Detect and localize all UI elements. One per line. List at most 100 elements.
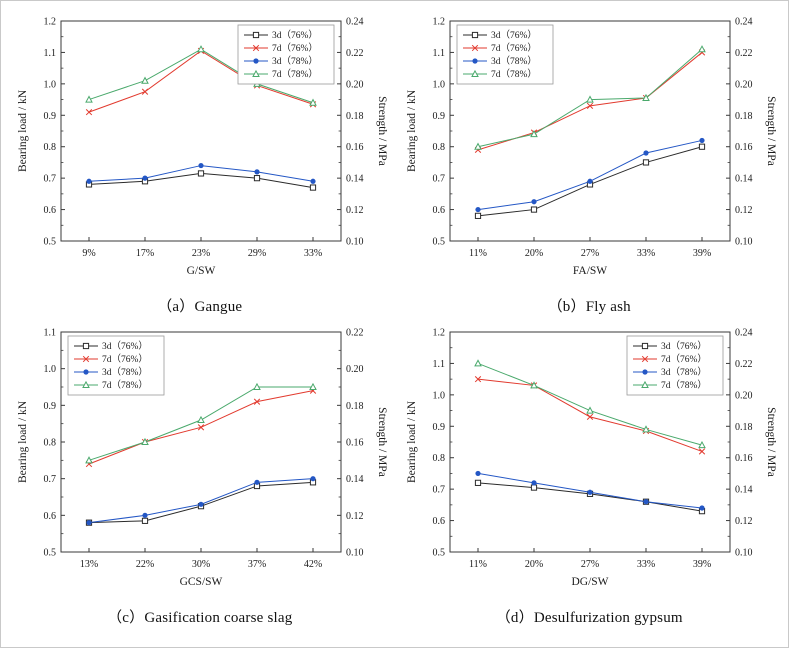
svg-text:3d（78%）: 3d（78%） <box>102 366 148 378</box>
svg-text:42%: 42% <box>304 559 322 570</box>
svg-text:0.14: 0.14 <box>346 474 364 485</box>
svg-text:33%: 33% <box>637 559 655 570</box>
svg-text:1.0: 1.0 <box>43 79 56 90</box>
chart-cell-a: 0.5 0.6 0.7 0.8 0.9 1.0 1.1 1.2 0.10 0.12 0.14 0.16… <box>13 11 387 316</box>
svg-text:1.2: 1.2 <box>43 17 56 28</box>
svg-text:0.8: 0.8 <box>43 142 56 153</box>
svg-text:29%: 29% <box>248 248 266 259</box>
svg-text:0.16: 0.16 <box>735 453 753 464</box>
svg-text:0.12: 0.12 <box>735 516 753 527</box>
svg-text:0.10: 0.10 <box>346 548 364 559</box>
svg-text:Strength / MPa: Strength / MPa <box>765 96 776 166</box>
svg-text:30%: 30% <box>192 559 210 570</box>
svg-text:0.20: 0.20 <box>735 390 753 401</box>
svg-text:0.5: 0.5 <box>433 548 446 559</box>
svg-text:23%: 23% <box>192 248 210 259</box>
svg-text:1.2: 1.2 <box>433 17 446 28</box>
svg-text:0.14: 0.14 <box>735 174 753 185</box>
svg-text:0.6: 0.6 <box>433 205 446 216</box>
chart-d-desulfurization-gypsum: 0.5 0.6 0.7 0.8 0.9 1.0 1.1 1.2 0.10 0.12 0.14 0.16… <box>406 328 776 589</box>
svg-text:0.14: 0.14 <box>735 485 753 496</box>
svg-text:0.10: 0.10 <box>346 237 364 248</box>
charts-grid: 0.5 0.6 0.7 0.8 0.9 1.0 1.1 1.2 0.10 0.12 0.14 0.16… <box>5 11 784 627</box>
svg-text:7d（76%）: 7d（76%） <box>491 42 537 54</box>
svg-text:0.5: 0.5 <box>43 548 56 559</box>
svg-text:Bearing load / kN: Bearing load / kN <box>406 89 418 172</box>
svg-text:0.12: 0.12 <box>735 205 753 216</box>
svg-text:11%: 11% <box>469 248 487 259</box>
svg-text:0.24: 0.24 <box>346 17 364 28</box>
svg-text:1.1: 1.1 <box>433 359 446 370</box>
svg-text:0.24: 0.24 <box>735 17 753 28</box>
svg-text:0.20: 0.20 <box>346 364 364 375</box>
svg-text:0.7: 0.7 <box>433 174 446 185</box>
svg-text:Bearing load / kN: Bearing load / kN <box>17 400 29 483</box>
svg-text:1.1: 1.1 <box>43 48 56 59</box>
svg-text:0.8: 0.8 <box>433 453 446 464</box>
svg-text:39%: 39% <box>693 559 711 570</box>
svg-text:7d（78%）: 7d（78%） <box>491 68 537 80</box>
svg-text:33%: 33% <box>304 248 322 259</box>
svg-text:9%: 9% <box>82 248 95 259</box>
svg-text:0.5: 0.5 <box>433 237 446 248</box>
svg-text:1.2: 1.2 <box>433 328 446 339</box>
svg-text:0.22: 0.22 <box>346 48 364 59</box>
svg-text:33%: 33% <box>637 248 655 259</box>
chart-b-caption: （b）Fly ash <box>547 299 631 315</box>
svg-text:7d（78%）: 7d（78%） <box>661 379 707 391</box>
svg-text:7d（78%）: 7d（78%） <box>272 68 318 80</box>
svg-text:0.14: 0.14 <box>346 174 364 185</box>
svg-text:0.18: 0.18 <box>346 401 364 412</box>
svg-text:27%: 27% <box>581 559 599 570</box>
svg-text:20%: 20% <box>525 248 543 259</box>
chart-cell-b: 0.5 0.6 0.7 0.8 0.9 1.0 1.1 1.2 0.10 0.12 0.14 0.16… <box>402 11 776 316</box>
chart-c-caption: （c）Gasification coarse slag <box>107 610 293 626</box>
svg-text:7d（76%）: 7d（76%） <box>661 353 707 365</box>
chart-d-caption: （d）Desulfurization gypsum <box>495 610 683 626</box>
svg-text:0.20: 0.20 <box>346 79 364 90</box>
svg-text:7d（76%）: 7d（76%） <box>272 42 318 54</box>
svg-text:0.6: 0.6 <box>43 511 56 522</box>
svg-text:0.7: 0.7 <box>43 474 56 485</box>
svg-text:0.9: 0.9 <box>43 401 56 412</box>
svg-text:0.6: 0.6 <box>43 205 56 216</box>
svg-text:Strength / MPa: Strength / MPa <box>765 407 776 477</box>
svg-text:0.24: 0.24 <box>735 328 753 339</box>
svg-text:Bearing load / kN: Bearing load / kN <box>17 89 29 172</box>
svg-text:0.18: 0.18 <box>346 111 364 122</box>
svg-text:1.0: 1.0 <box>43 364 56 375</box>
svg-text:G/SW: G/SW <box>186 265 215 277</box>
svg-text:0.7: 0.7 <box>433 485 446 496</box>
svg-text:0.7: 0.7 <box>43 174 56 185</box>
svg-text:Strength / MPa: Strength / MPa <box>376 96 387 166</box>
svg-text:1.0: 1.0 <box>433 79 446 90</box>
svg-text:17%: 17% <box>136 248 154 259</box>
svg-text:0.8: 0.8 <box>433 142 446 153</box>
svg-text:0.6: 0.6 <box>433 516 446 527</box>
svg-text:3d（76%）: 3d（76%） <box>102 340 148 352</box>
svg-text:Strength / MPa: Strength / MPa <box>376 407 387 477</box>
svg-text:0.18: 0.18 <box>735 422 753 433</box>
svg-text:0.9: 0.9 <box>433 422 446 433</box>
svg-text:3d（76%）: 3d（76%） <box>272 29 318 41</box>
svg-text:0.9: 0.9 <box>43 111 56 122</box>
svg-text:7d（76%）: 7d（76%） <box>102 353 148 365</box>
svg-text:3d（78%）: 3d（78%） <box>661 366 707 378</box>
svg-text:GCS/SW: GCS/SW <box>179 576 222 588</box>
chart-a-caption: （a）Gangue <box>157 299 243 315</box>
svg-text:Bearing load / kN: Bearing load / kN <box>406 400 418 483</box>
svg-text:37%: 37% <box>248 559 266 570</box>
svg-text:DG/SW: DG/SW <box>572 576 609 588</box>
svg-text:0.16: 0.16 <box>346 438 364 449</box>
svg-text:11%: 11% <box>469 559 487 570</box>
svg-text:0.5: 0.5 <box>43 237 56 248</box>
svg-text:1.0: 1.0 <box>433 390 446 401</box>
svg-text:13%: 13% <box>80 559 98 570</box>
svg-text:0.10: 0.10 <box>735 548 753 559</box>
chart-cell-d: 0.5 0.6 0.7 0.8 0.9 1.0 1.1 1.2 0.10 0.12 0.14 0.16… <box>402 322 776 627</box>
svg-text:22%: 22% <box>136 559 154 570</box>
svg-text:0.8: 0.8 <box>43 438 56 449</box>
svg-text:0.12: 0.12 <box>346 205 364 216</box>
svg-text:0.16: 0.16 <box>346 142 364 153</box>
